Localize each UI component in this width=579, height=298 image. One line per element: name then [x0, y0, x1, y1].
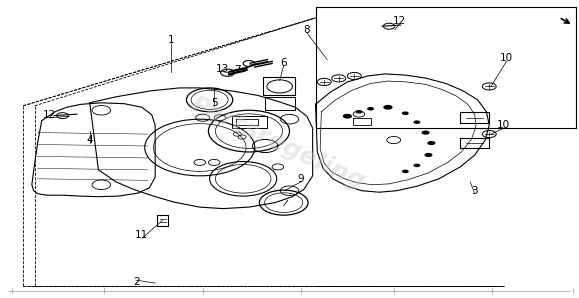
- Circle shape: [402, 111, 409, 115]
- Circle shape: [367, 107, 374, 111]
- Text: 13: 13: [217, 63, 229, 74]
- Text: 11: 11: [135, 230, 148, 240]
- Circle shape: [427, 141, 435, 145]
- Circle shape: [422, 131, 430, 135]
- Circle shape: [424, 153, 433, 157]
- Text: 12: 12: [393, 16, 406, 26]
- Circle shape: [383, 105, 393, 110]
- Circle shape: [343, 114, 352, 119]
- Text: 2: 2: [133, 277, 140, 287]
- Circle shape: [413, 164, 420, 167]
- Text: 12: 12: [43, 110, 56, 120]
- Text: 5: 5: [211, 98, 218, 108]
- Text: 9: 9: [298, 174, 305, 184]
- Text: 6: 6: [280, 58, 287, 68]
- Circle shape: [402, 170, 409, 173]
- Text: 10: 10: [497, 120, 510, 130]
- Text: 3: 3: [471, 186, 478, 196]
- Circle shape: [356, 110, 362, 114]
- Text: 7: 7: [234, 65, 241, 75]
- Text: 10: 10: [500, 53, 513, 63]
- Text: 4: 4: [86, 135, 93, 145]
- Circle shape: [413, 120, 420, 124]
- Text: 1: 1: [167, 35, 174, 45]
- Text: Partsregeling: Partsregeling: [187, 92, 369, 194]
- Text: 8: 8: [303, 25, 310, 35]
